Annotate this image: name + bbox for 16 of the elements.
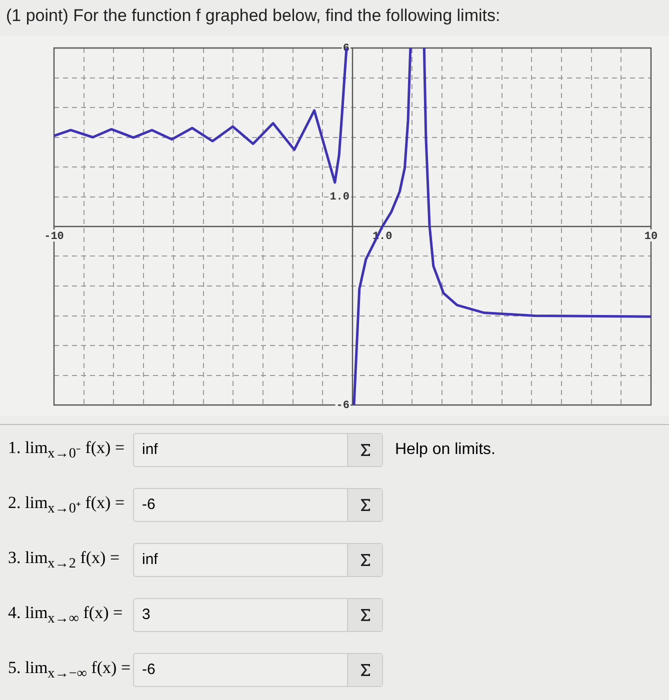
text: inf <box>141 440 159 460</box>
text: -6 <box>141 495 156 515</box>
text: inf <box>141 550 159 570</box>
text: Help on limits. <box>395 441 496 459</box>
x-tick-label: -10 <box>44 230 64 243</box>
text: 4. lim$_{x→∞}$ f(x) = <box>8 602 124 628</box>
text: 3 <box>141 605 152 625</box>
chart-title: (1 point) For the function f graphed below, find the following limits: <box>6 6 500 26</box>
text: -6 <box>141 660 156 680</box>
text: 5. lim$_{x→−∞}$ f(x) = <box>8 658 132 682</box>
text: 3. lim$_{x→2}$ f(x) = <box>8 548 121 572</box>
x-tick-label: 10 <box>644 230 658 243</box>
text: 2. lim$_{x→0⁺}$ f(x) = <box>8 492 126 518</box>
text: 1. lim$_{x→0⁻}$ f(x) = <box>8 438 126 462</box>
y-tick-label: 1.0 <box>330 192 350 204</box>
y-tick-label: -6 <box>336 400 350 412</box>
